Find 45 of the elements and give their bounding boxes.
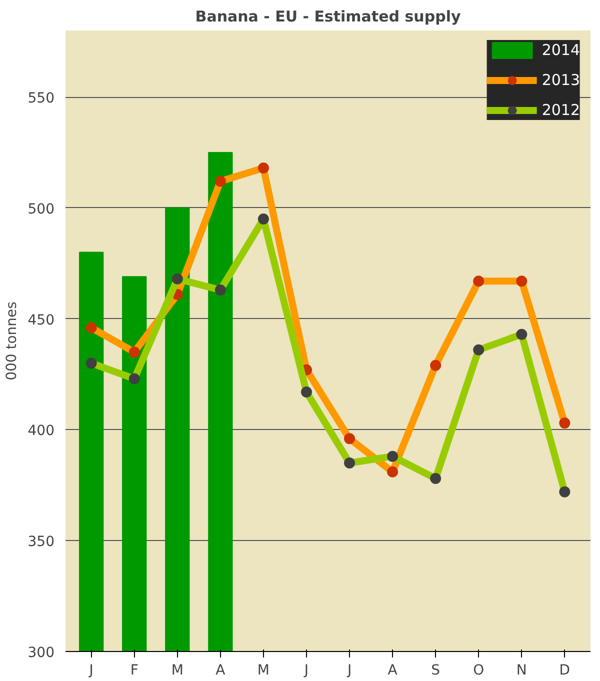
point — [387, 450, 398, 462]
point — [473, 276, 484, 287]
x-tick-label: J — [303, 662, 309, 678]
x-tick-label: J — [88, 662, 94, 678]
point — [172, 273, 183, 284]
x-tick-label: O — [473, 662, 484, 678]
x-tick-label: D — [559, 662, 570, 678]
y-tick-label: 550 — [28, 90, 55, 107]
point — [258, 214, 269, 225]
point — [344, 433, 356, 444]
x-tick-label: N — [516, 662, 527, 678]
point — [516, 276, 528, 287]
chart-title: Banana - EU - Estimated supply — [195, 8, 461, 26]
legend-label: 2013 — [542, 71, 580, 89]
y-tick-label: 350 — [28, 534, 55, 550]
point — [559, 418, 570, 429]
point — [214, 176, 226, 187]
y-tick-label: 400 — [28, 423, 55, 440]
point — [86, 322, 97, 334]
y-tick-label: 300 — [28, 645, 55, 661]
point — [86, 358, 97, 369]
point — [430, 473, 442, 484]
x-tick-label: M — [257, 662, 270, 678]
x-tick-label: A — [216, 662, 226, 678]
point — [128, 346, 140, 358]
x-tick-label: M — [171, 662, 184, 678]
x-tick-label: F — [130, 662, 138, 678]
point — [128, 373, 140, 384]
x-tick-label: A — [388, 662, 398, 678]
point — [300, 386, 312, 398]
point — [344, 457, 356, 468]
point — [387, 466, 398, 478]
point — [214, 284, 226, 296]
y-tick-label: 500 — [28, 201, 55, 218]
point — [430, 360, 442, 371]
point — [516, 328, 528, 340]
legend-label: 2012 — [542, 101, 580, 119]
point — [473, 344, 484, 356]
y-tick-label: 450 — [28, 312, 55, 328]
point — [559, 486, 570, 498]
y-axis-title: 000 tonnes — [4, 302, 20, 380]
x-tick-label: S — [431, 662, 440, 678]
point — [258, 162, 269, 174]
legend-label: 2014 — [542, 41, 580, 59]
x-tick-label: J — [346, 662, 352, 678]
